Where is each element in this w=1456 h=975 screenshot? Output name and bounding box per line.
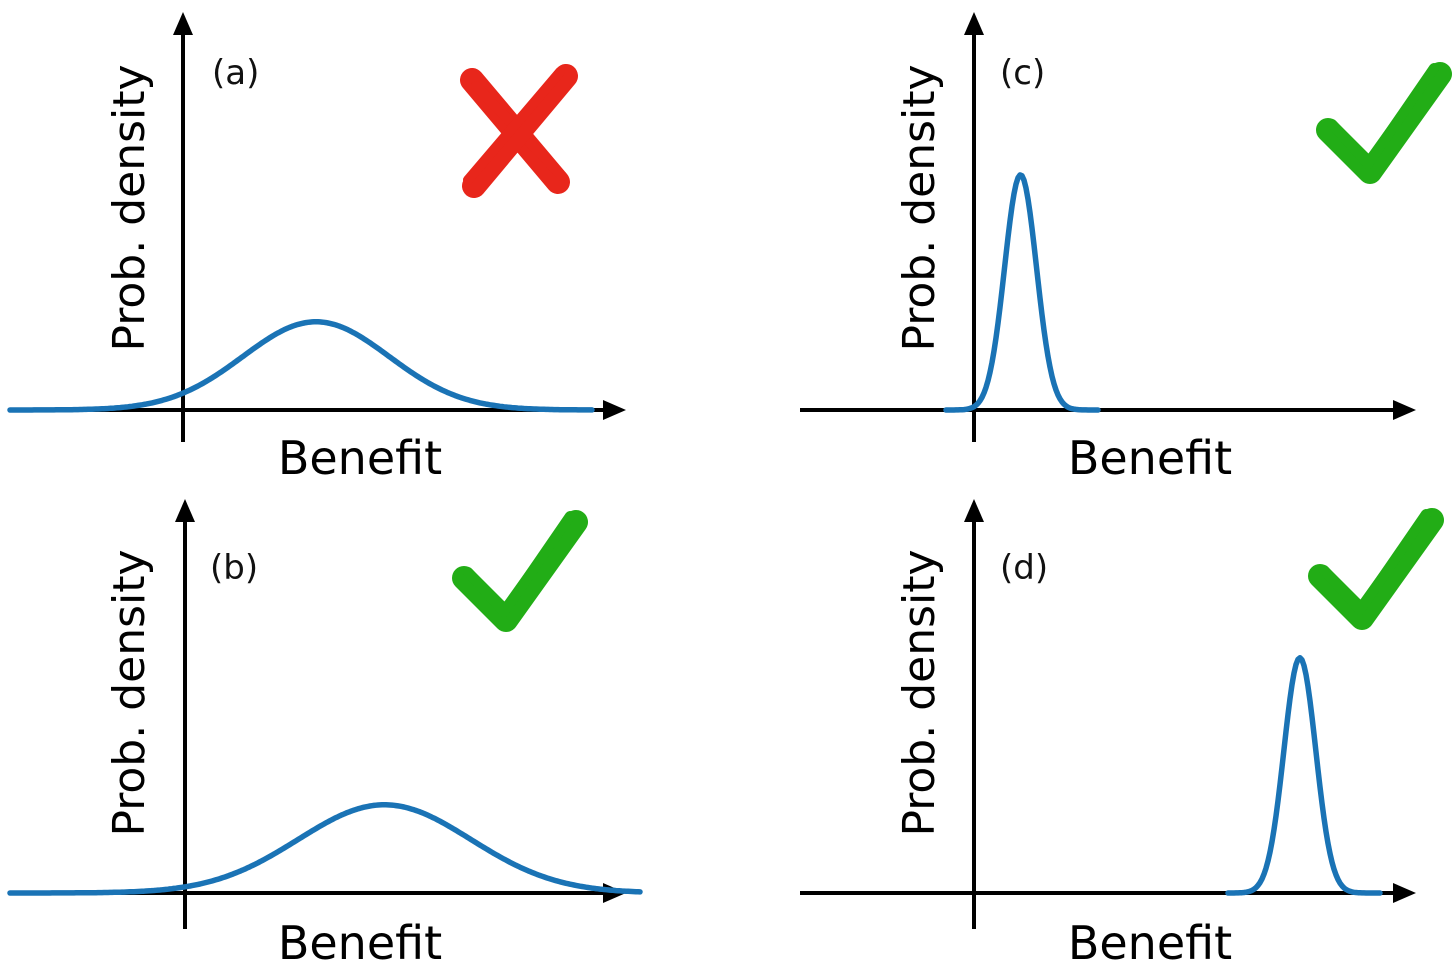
panel-b: (b) Benefit Prob. density bbox=[0, 487, 728, 974]
y-axis-label: Prob. density bbox=[894, 64, 945, 351]
x-axis-label: Benefit bbox=[1068, 431, 1232, 485]
chart-b: (b) Benefit Prob. density bbox=[7, 499, 643, 970]
chart-a: (a) Benefit Prob. density bbox=[7, 12, 626, 485]
distribution-curve bbox=[7, 319, 595, 413]
check-stroke bbox=[1316, 62, 1452, 184]
distribution-curve bbox=[7, 802, 643, 896]
chart-c: (c) Benefit Prob. density bbox=[800, 12, 1452, 485]
panel-a: (a) Benefit Prob. density bbox=[0, 0, 728, 487]
panel-label: (d) bbox=[1000, 548, 1048, 588]
y-axis-arrowhead bbox=[964, 499, 984, 522]
x-axis-arrowhead bbox=[603, 400, 626, 420]
y-axis-arrowhead bbox=[964, 12, 984, 35]
y-axis-label: Prob. density bbox=[104, 64, 155, 351]
check-stroke bbox=[1327, 63, 1439, 169]
check-mark-icon bbox=[452, 510, 588, 632]
distribution-curve bbox=[943, 172, 1101, 413]
check-stroke bbox=[463, 511, 575, 617]
y-axis-label: Prob. density bbox=[894, 549, 945, 836]
panel-d: (d) Benefit Prob. density bbox=[728, 487, 1456, 974]
check-mark-icon bbox=[1308, 508, 1444, 630]
cross-mark-icon bbox=[460, 64, 578, 198]
panel-c: (c) Benefit Prob. density bbox=[728, 0, 1456, 487]
panel-label: (b) bbox=[210, 548, 258, 588]
distribution-curve bbox=[1225, 655, 1383, 896]
x-axis-label: Benefit bbox=[278, 916, 442, 970]
x-axis-label: Benefit bbox=[278, 431, 442, 485]
y-axis-arrowhead bbox=[175, 499, 195, 522]
y-axis-label: Prob. density bbox=[104, 549, 155, 836]
panel-label: (a) bbox=[212, 53, 259, 93]
cross-stroke bbox=[462, 64, 578, 198]
x-axis-arrowhead bbox=[1393, 400, 1416, 420]
panel-label: (c) bbox=[1000, 53, 1045, 93]
check-mark-icon bbox=[1316, 62, 1452, 184]
cross-stroke bbox=[463, 67, 565, 185]
x-axis-label: Benefit bbox=[1068, 916, 1232, 970]
check-stroke bbox=[452, 510, 588, 632]
check-stroke bbox=[1308, 508, 1444, 630]
y-axis-arrowhead bbox=[173, 12, 193, 35]
x-axis-arrowhead bbox=[1393, 883, 1416, 903]
check-stroke bbox=[1319, 509, 1431, 615]
chart-d: (d) Benefit Prob. density bbox=[800, 499, 1444, 970]
